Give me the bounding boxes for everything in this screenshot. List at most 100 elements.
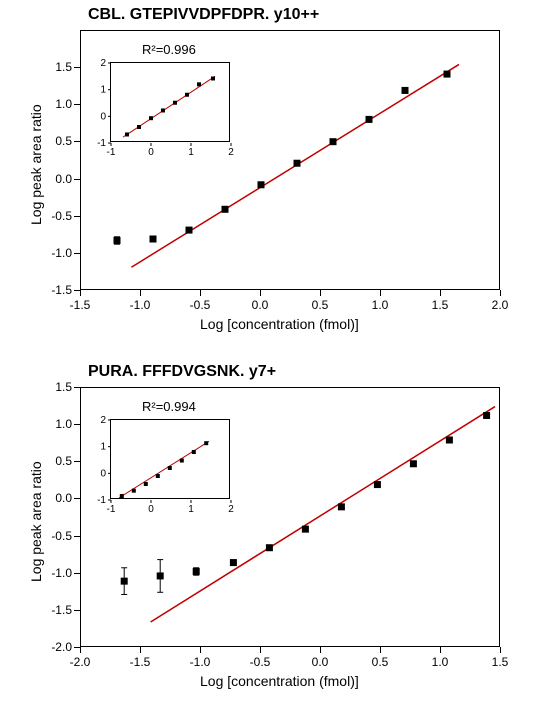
inset-y-tick-label: 0 — [100, 111, 106, 122]
inset-marker — [137, 125, 141, 129]
x-tick-label: -0.5 — [186, 298, 214, 312]
x-tick-label: -1.5 — [126, 655, 154, 669]
inset-y-tick-label: 1 — [100, 442, 106, 453]
inset-marker — [197, 82, 201, 86]
x-tick — [140, 290, 141, 296]
data-marker — [302, 526, 309, 533]
x-tick — [200, 290, 201, 296]
inset-marker — [156, 474, 160, 478]
inset-marker — [211, 76, 215, 80]
x-tick-label: 1.0 — [426, 655, 454, 669]
y-tick-label: 0.5 — [42, 134, 72, 148]
y-tick-label: -0.5 — [42, 209, 72, 223]
x-tick — [320, 647, 321, 653]
inset-marker — [204, 441, 208, 445]
y-tick-label: -1.0 — [42, 566, 72, 580]
x-tick-label: 1.0 — [366, 298, 394, 312]
x-tick-label: 0.0 — [246, 298, 274, 312]
r-squared-label: R²=0.994 — [142, 399, 196, 414]
inset-marker — [149, 116, 153, 120]
inset-y-tick-label: -1 — [97, 495, 106, 506]
y-tick-label: 1.5 — [42, 380, 72, 394]
y-tick — [74, 216, 80, 217]
inset-y-tick-label: 2 — [100, 58, 106, 69]
y-tick — [74, 461, 80, 462]
inset-marker — [180, 459, 184, 463]
data-marker — [114, 237, 121, 244]
y-tick-label: 1.0 — [42, 97, 72, 111]
y-tick — [74, 647, 80, 648]
x-tick-label: -0.5 — [246, 655, 274, 669]
x-tick — [380, 647, 381, 653]
data-marker — [444, 71, 451, 78]
x-tick — [440, 647, 441, 653]
y-tick-label: 0.0 — [42, 491, 72, 505]
y-tick — [74, 610, 80, 611]
y-tick-label: -2.0 — [42, 640, 72, 654]
data-marker — [186, 227, 193, 234]
data-marker — [157, 572, 164, 579]
y-tick — [74, 67, 80, 68]
inset-svg: -1012-1012 — [111, 420, 231, 500]
x-tick — [200, 647, 201, 653]
data-marker — [374, 481, 381, 488]
y-tick-label: 0.0 — [42, 172, 72, 186]
r-squared-label: R²=0.996 — [142, 42, 196, 57]
inset-marker — [132, 489, 136, 493]
x-tick — [260, 647, 261, 653]
inset-x-tick-label: 1 — [188, 504, 194, 515]
x-tick-label: 0.5 — [306, 298, 334, 312]
x-tick — [500, 647, 501, 653]
y-tick — [74, 536, 80, 537]
x-tick — [380, 290, 381, 296]
x-tick — [80, 290, 81, 296]
inset-x-tick-label: 2 — [228, 147, 234, 158]
x-tick-label: -1.0 — [126, 298, 154, 312]
y-tick-label: -1.5 — [42, 603, 72, 617]
y-tick — [74, 424, 80, 425]
data-marker — [338, 503, 345, 510]
inset-marker — [125, 132, 129, 136]
inset-svg: -1012-1012 — [111, 63, 231, 143]
chart-title: PURA. FFFDVGSNK. y7+ — [88, 363, 276, 381]
y-tick — [74, 253, 80, 254]
data-marker — [410, 460, 417, 467]
y-tick-label: -0.5 — [42, 529, 72, 543]
inset-marker — [168, 466, 172, 470]
data-marker — [193, 568, 200, 575]
y-tick — [74, 104, 80, 105]
inset-marker — [161, 108, 165, 112]
x-tick-label: 2.0 — [486, 298, 514, 312]
inset-x-tick-label: -1 — [107, 504, 116, 515]
y-tick — [74, 179, 80, 180]
x-tick-label: -1.0 — [186, 655, 214, 669]
x-tick — [320, 290, 321, 296]
y-tick-label: -1.5 — [42, 283, 72, 297]
inset-marker — [173, 101, 177, 105]
data-marker — [222, 206, 229, 213]
inset-plot: -1012-1012 — [110, 419, 230, 499]
inset-marker — [192, 450, 196, 454]
x-tick — [260, 290, 261, 296]
y-tick — [74, 387, 80, 388]
inset-marker — [185, 93, 189, 97]
x-tick-label: 1.5 — [486, 655, 514, 669]
inset-y-tick-label: -1 — [97, 138, 106, 149]
y-tick — [74, 498, 80, 499]
inset-x-tick-label: -1 — [107, 147, 116, 158]
x-tick — [500, 290, 501, 296]
chart-panel-1: PURA. FFFDVGSNK. y7+ -2.0 -1.5 -1.0 -0.5 0.0 0… — [0, 357, 536, 714]
inset-marker — [120, 494, 124, 498]
chart-panel-0: CBL. GTEPIVVDPFDPR. y10++-1.5-1.0-0.50.0… — [0, 0, 536, 357]
x-tick — [140, 647, 141, 653]
inset-plot: -1012-1012 — [110, 62, 230, 142]
data-marker — [150, 236, 157, 243]
x-tick-label: 0.5 — [366, 655, 394, 669]
data-marker — [294, 160, 301, 167]
x-tick-label: 1.5 — [426, 298, 454, 312]
data-marker — [330, 138, 337, 145]
y-axis-label: Log peak area ratio — [28, 104, 44, 225]
data-marker — [483, 412, 490, 419]
x-axis-label: Log [concentration (fmol)] — [200, 316, 359, 332]
data-marker — [366, 116, 373, 123]
